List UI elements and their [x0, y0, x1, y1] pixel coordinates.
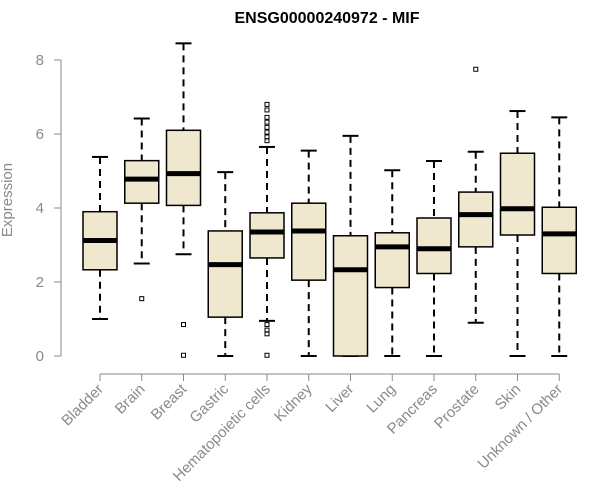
- y-axis: 0 2 4 6 8: [36, 52, 62, 365]
- outlier-point: [264, 114, 270, 120]
- chart-title: ENSG00000240972 - MIF: [235, 10, 420, 27]
- iqr-box: [124, 159, 160, 204]
- x-tick-label: Breast: [148, 380, 191, 423]
- x-tick-label: Kidney: [271, 380, 316, 425]
- iqr-box: [207, 230, 243, 318]
- y-tick-label: 2: [36, 274, 44, 291]
- iqr-box: [458, 191, 494, 248]
- outlier-point: [264, 322, 270, 328]
- box-breast: [165, 42, 202, 358]
- box-skin: [499, 110, 536, 357]
- outlier-point: [264, 331, 270, 337]
- outlier-point: [264, 107, 270, 113]
- x-tick-label: Liver: [322, 381, 357, 416]
- iqr-box: [374, 232, 410, 289]
- x-tick-label: Bladder: [58, 381, 107, 430]
- outlier-point: [473, 66, 479, 72]
- box-kidney: [291, 149, 327, 357]
- iqr-box: [332, 235, 369, 357]
- outlier-point: [264, 119, 270, 125]
- outlier-point: [264, 352, 270, 358]
- box-lung: [374, 169, 410, 357]
- outlier-point: [264, 129, 270, 135]
- iqr-box: [499, 152, 536, 236]
- x-tick-label: Brain: [112, 381, 149, 418]
- iqr-box: [541, 206, 577, 275]
- box-brain: [124, 117, 160, 302]
- box-gastric: [207, 171, 243, 357]
- box-liver: [332, 134, 369, 357]
- outlier-point: [181, 322, 186, 328]
- iqr-box: [291, 202, 327, 281]
- y-axis-label: Expression: [0, 163, 16, 237]
- box-bladder: [82, 155, 118, 320]
- box-pancreas: [416, 160, 452, 357]
- box-series: [82, 42, 577, 358]
- box-unknown-other: [541, 116, 577, 357]
- x-tick-label: Prostate: [431, 381, 483, 433]
- x-tick-label: Skin: [492, 381, 525, 414]
- box-prostate: [458, 66, 494, 324]
- x-tick-label: Lung: [363, 381, 399, 417]
- outlier-point: [264, 124, 270, 130]
- outlier-point: [264, 101, 270, 107]
- iqr-box: [249, 212, 285, 259]
- iqr-box: [416, 217, 452, 275]
- outlier-point: [139, 296, 145, 302]
- outlier-point: [181, 352, 186, 358]
- iqr-box: [165, 129, 202, 207]
- box-hematopoietic-cells: [249, 101, 285, 358]
- y-tick-label: 4: [36, 200, 44, 217]
- outlier-point: [264, 138, 270, 144]
- y-tick-label: 8: [36, 52, 44, 69]
- y-tick-label: 0: [36, 348, 44, 365]
- y-tick-label: 6: [36, 126, 44, 143]
